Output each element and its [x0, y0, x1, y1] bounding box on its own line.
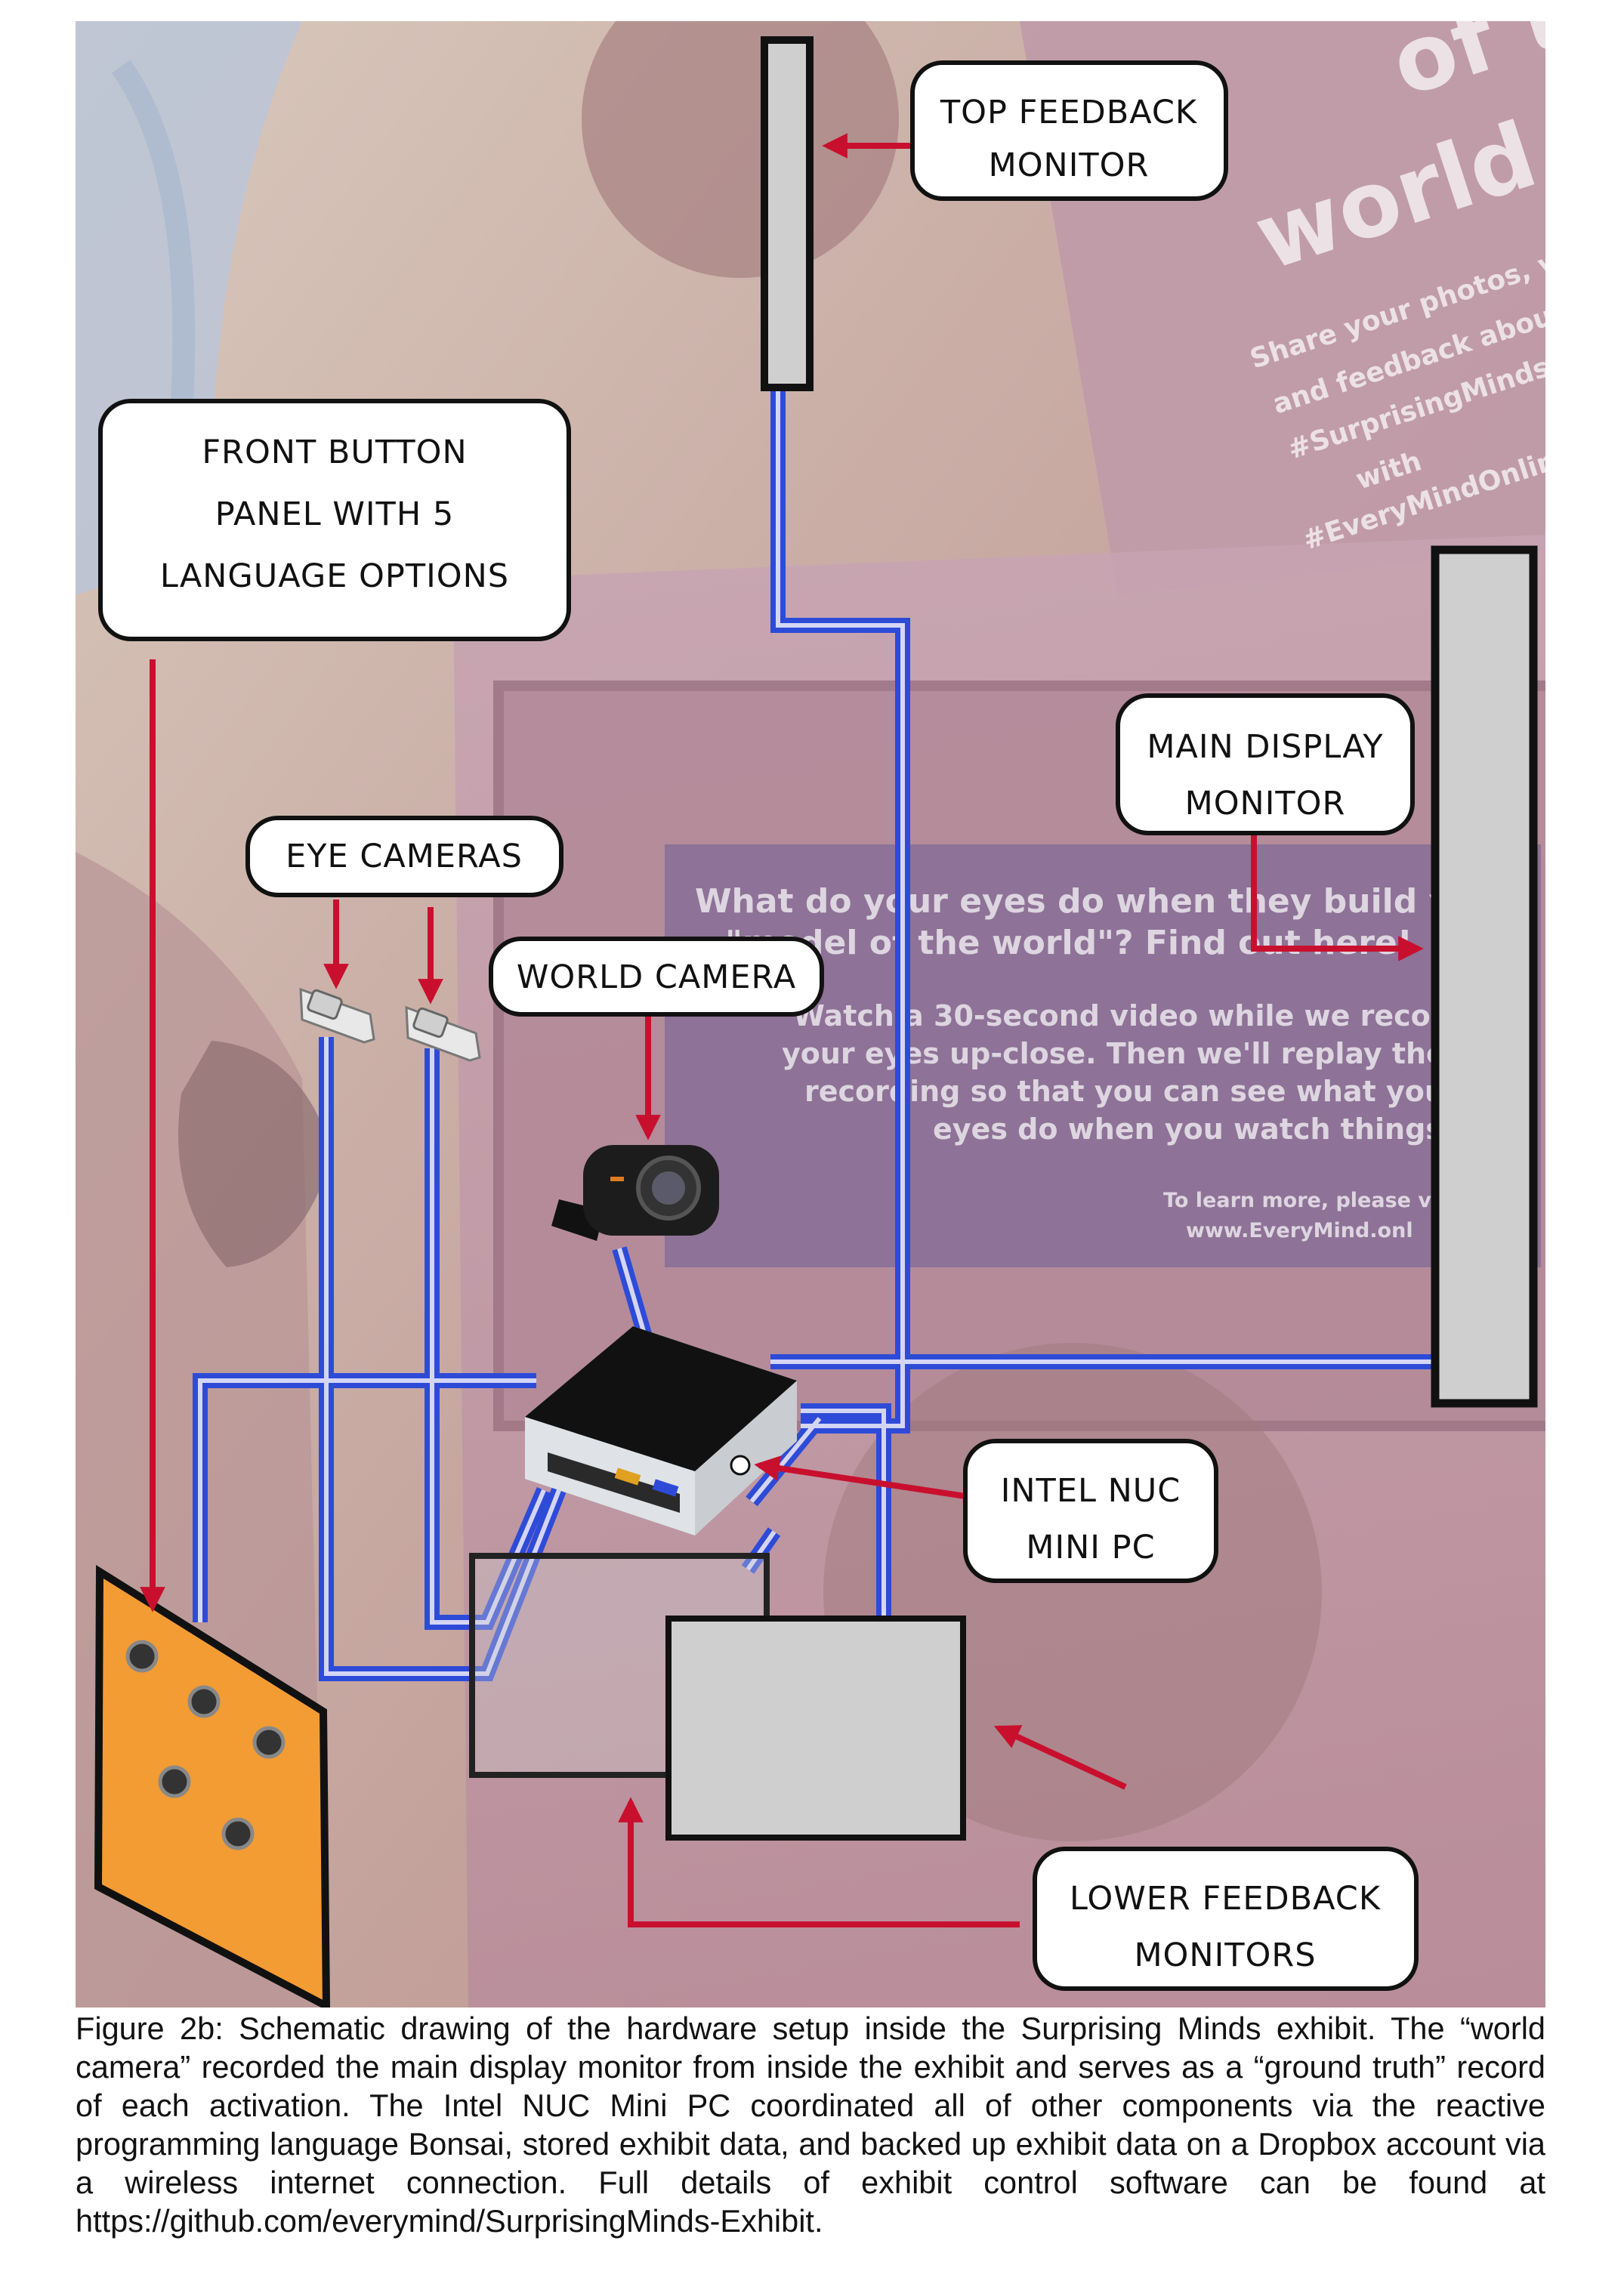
- callout-line: MONITOR: [989, 147, 1150, 184]
- intel-nuc-mini-pc: [525, 1326, 797, 1535]
- language-button: [125, 1640, 159, 1673]
- main-display-monitor: [1431, 545, 1538, 1408]
- power-button-icon: [730, 1455, 751, 1476]
- language-button: [158, 1765, 191, 1798]
- screen-line: What do your eyes do when they build y: [695, 882, 1450, 921]
- figure-caption: Figure 2b: Schematic drawing of the hard…: [76, 2011, 1545, 2239]
- screen-line: www.EveryMind.onl: [1186, 1219, 1413, 1242]
- screen-line: eyes do when you watch things!: [933, 1113, 1456, 1146]
- screen-line: To learn more, please v: [1163, 1189, 1431, 1212]
- arrow-lower-monitor-back: [618, 1797, 1020, 1927]
- callout-line: MONITORS: [1134, 1937, 1316, 1974]
- arrow-main-display: [1251, 833, 1424, 961]
- callout-line: MAIN DISPLAY: [1147, 728, 1383, 766]
- hardware-schematic-figure: of th world her Share your photos, vide …: [76, 21, 1545, 2008]
- lower-feedback-monitor-front: [665, 1616, 966, 1841]
- callout-line: MONITOR: [1185, 785, 1346, 822]
- callout-main-display-monitor: MAIN DISPLAY MONITOR: [1116, 693, 1415, 835]
- callout-intel-nuc: INTEL NUC MINI PC: [963, 1439, 1218, 1583]
- front-button-panel: [94, 1565, 331, 2008]
- arrows: [140, 133, 1424, 1927]
- language-button: [221, 1817, 255, 1850]
- screen-line: your eyes up-close. Then we'll replay th…: [782, 1037, 1446, 1070]
- callout-line: LANGUAGE OPTIONS: [160, 557, 509, 595]
- arrow-lower-monitor-front: [993, 1725, 1127, 1790]
- callout-front-button-panel: FRONT BUTTON PANEL WITH 5 LANGUAGE OPTIO…: [98, 399, 571, 641]
- callout-line: TOP FEEDBACK: [940, 94, 1198, 131]
- usb-port: [652, 1479, 679, 1497]
- callout-line: LOWER FEEDBACK: [1070, 1880, 1382, 1918]
- callout-world-camera: WORLD CAMERA: [489, 937, 824, 1017]
- usb-port: [614, 1467, 641, 1486]
- callout-top-feedback-monitor: TOP FEEDBACK MONITOR: [910, 60, 1228, 201]
- callout-eye-cameras: EYE CAMERAS: [245, 816, 563, 897]
- callout-line: MINI PC: [1026, 1529, 1155, 1566]
- callout-line: EYE CAMERAS: [286, 838, 523, 875]
- language-button: [252, 1726, 286, 1759]
- callout-line: INTEL NUC: [1001, 1472, 1181, 1510]
- callout-line: PANEL WITH 5: [215, 495, 454, 533]
- top-feedback-monitor: [761, 36, 814, 391]
- eye-camera-right: [405, 1005, 481, 1062]
- screen-line: recording so that you can see what your: [804, 1075, 1459, 1108]
- callout-line: FRONT BUTTON: [202, 434, 467, 471]
- screen-line: "model of the world"? Find out here!: [725, 924, 1413, 962]
- world-camera: [551, 1145, 719, 1241]
- callout-lower-feedback-monitors: LOWER FEEDBACK MONITORS: [1033, 1847, 1419, 1991]
- callout-line: WORLD CAMERA: [517, 958, 796, 996]
- arrow-intel-nuc: [754, 1455, 966, 1499]
- eye-camera-left: [299, 987, 375, 1044]
- language-button: [187, 1685, 221, 1718]
- screen-line: Watch a 30-second video while we record: [793, 999, 1465, 1032]
